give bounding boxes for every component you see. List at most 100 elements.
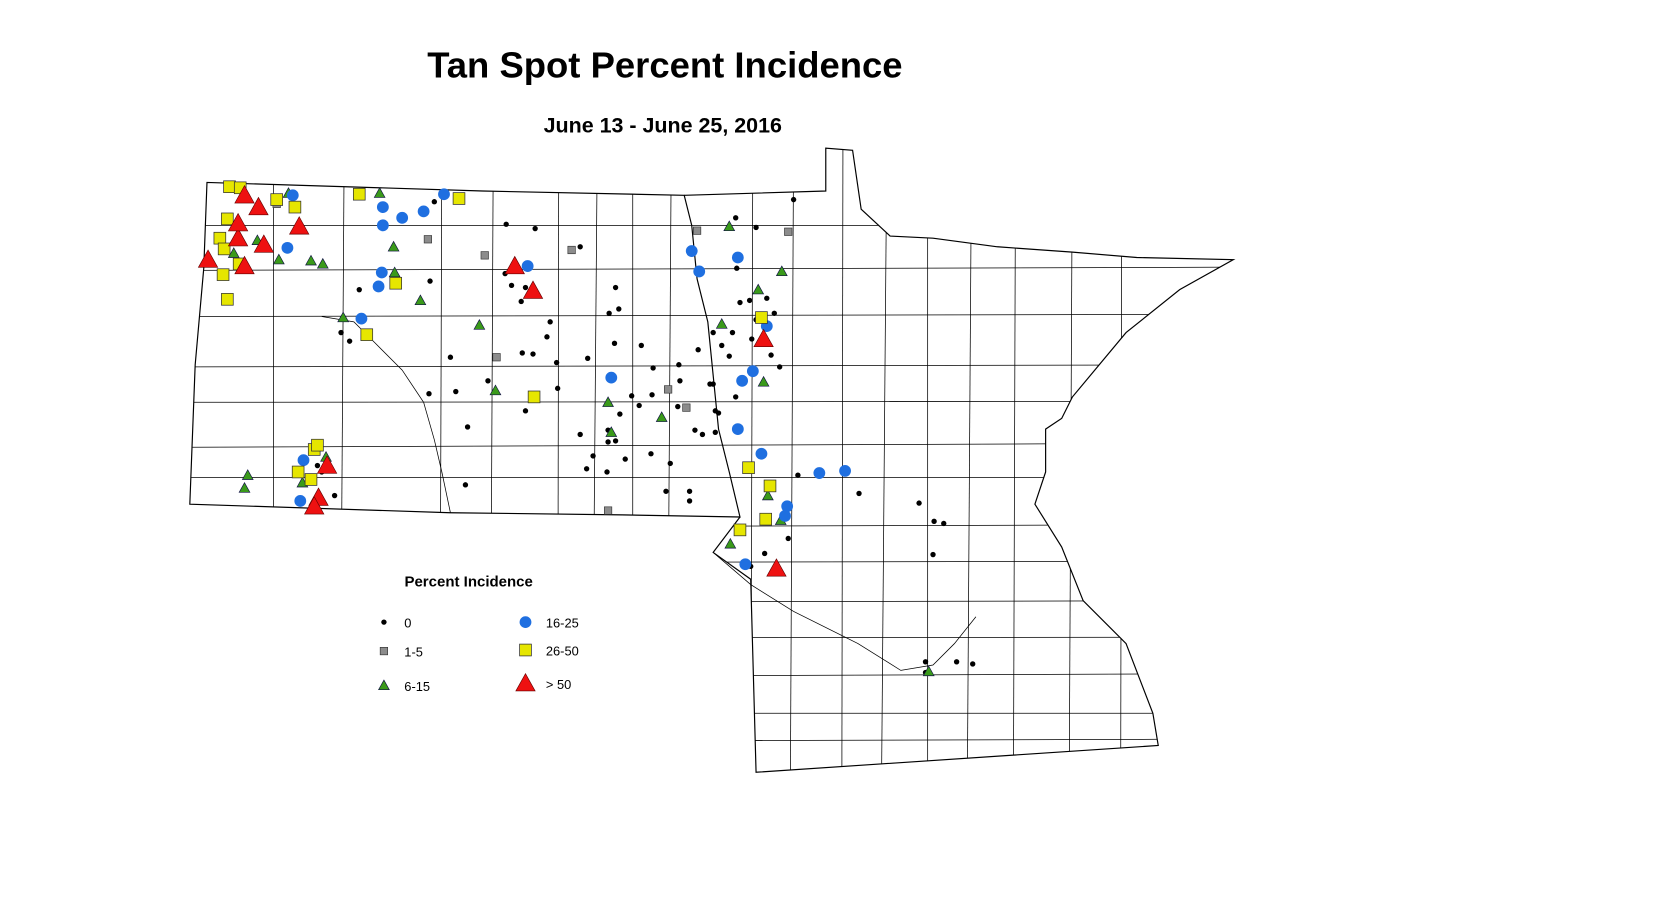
point-circle (294, 495, 307, 507)
point-none (606, 310, 612, 316)
point-circle (286, 189, 299, 202)
county-line (189, 266, 1234, 271)
point-triangle (761, 489, 774, 501)
point-none (590, 453, 596, 459)
point-none (519, 350, 525, 356)
point-none (715, 410, 722, 416)
point-square (755, 311, 768, 324)
point-circle (755, 447, 768, 460)
point-none (768, 352, 774, 358)
point-triangle (724, 537, 737, 549)
point-none (585, 355, 591, 361)
river (321, 316, 451, 513)
point-square (223, 180, 236, 193)
point-none (530, 351, 536, 357)
point-none (628, 393, 635, 399)
point-circle (736, 374, 749, 387)
point-square (352, 187, 366, 201)
point-square (519, 643, 532, 657)
point-circle (605, 371, 618, 384)
point-triangle (753, 328, 774, 348)
point-none (710, 381, 716, 387)
point-none (648, 451, 654, 457)
point-square (379, 647, 389, 656)
point-square (742, 461, 755, 474)
point-circle (813, 467, 826, 479)
point-none (771, 310, 777, 316)
point-triangle (316, 455, 338, 474)
point-circle (731, 251, 744, 264)
point-triangle (757, 375, 770, 387)
county-line (189, 673, 1234, 679)
legend-label: 16-25 (546, 616, 579, 631)
point-none (764, 295, 770, 301)
legend-title: Percent Incidence (404, 573, 532, 590)
point-circle (693, 265, 706, 278)
point-none (970, 661, 976, 667)
point-triangle (289, 216, 310, 235)
point-none (612, 438, 619, 444)
point-triangle (655, 411, 668, 422)
point-circle (731, 423, 744, 435)
minnesota-outline (684, 147, 1236, 773)
point-circle (281, 241, 294, 254)
point-none (746, 297, 753, 304)
point-none (712, 429, 718, 435)
point-triangle (388, 266, 401, 278)
point-none (699, 431, 706, 438)
point-triangle (715, 317, 728, 329)
point-none (612, 284, 619, 291)
point-square (221, 293, 234, 306)
legend-label: > 50 (546, 677, 571, 692)
point-triangle (248, 196, 269, 216)
point-triangle (605, 426, 618, 437)
point-none (737, 299, 743, 306)
point-none (663, 488, 669, 494)
point-none (734, 265, 740, 271)
point-square (389, 276, 403, 290)
point-none (719, 342, 725, 349)
point-none (338, 329, 344, 336)
point-square (221, 212, 234, 226)
point-triangle (197, 249, 219, 268)
point-square (452, 192, 466, 205)
point-none (686, 488, 693, 494)
point-square (784, 227, 793, 236)
point-circle (519, 616, 532, 629)
observation-points (197, 180, 976, 677)
point-none (677, 378, 683, 384)
point-none (331, 492, 338, 499)
point-none (462, 482, 469, 488)
point-square (288, 200, 302, 214)
county-line (591, 148, 598, 773)
point-triangle (305, 254, 317, 266)
point-none (776, 364, 783, 370)
point-none (636, 402, 642, 409)
river (712, 552, 977, 671)
county-line (189, 364, 1234, 368)
point-none (686, 498, 693, 504)
point-square (763, 479, 777, 493)
point-none (922, 659, 929, 665)
point-square (360, 328, 374, 341)
point-triangle (241, 469, 254, 480)
point-none (544, 334, 550, 340)
point-circle (376, 201, 389, 213)
county-line (750, 148, 754, 773)
point-none (577, 431, 583, 438)
point-triangle (234, 255, 255, 275)
legend-label: 26-50 (546, 644, 579, 659)
point-none (508, 282, 515, 289)
point-circle (372, 280, 385, 293)
point-none (650, 365, 656, 371)
county-line (189, 738, 1234, 743)
point-none (381, 619, 387, 625)
point-none (753, 224, 759, 231)
point-none (346, 338, 353, 344)
legend: 0 1-5 6-15 16-25 26-50 > 50 (378, 616, 579, 694)
point-none (710, 329, 716, 336)
legend-label: 0 (404, 616, 411, 631)
point-none (617, 411, 623, 417)
point-triangle (227, 227, 249, 247)
